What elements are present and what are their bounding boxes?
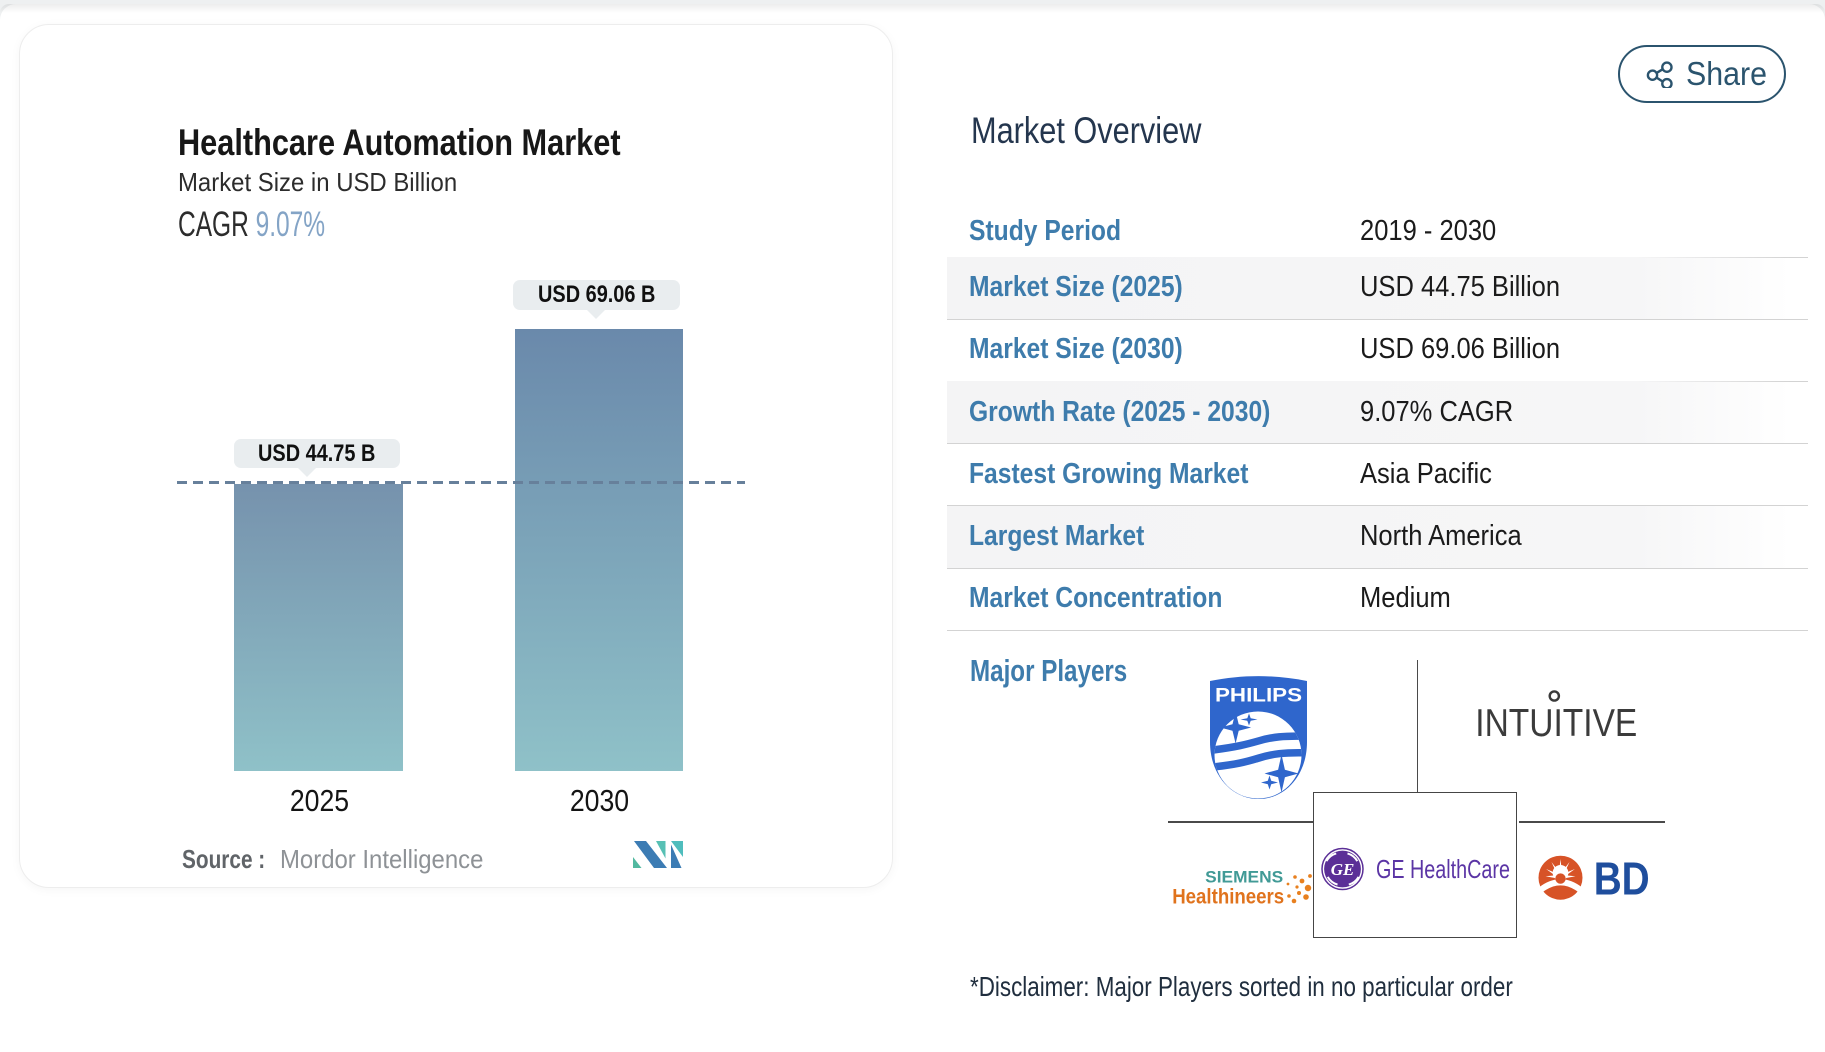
svg-text:INTUITIVE: INTUITIVE <box>1475 702 1637 745</box>
svg-text:Healthineers: Healthineers <box>1172 885 1284 908</box>
svg-text:SIEMENS: SIEMENS <box>1205 868 1283 887</box>
svg-text:GE HealthCare: GE HealthCare <box>1376 854 1510 884</box>
svg-text:PHILIPS: PHILIPS <box>1215 685 1302 707</box>
svg-text:BD: BD <box>1594 852 1650 904</box>
svg-text:GE: GE <box>1331 860 1355 879</box>
